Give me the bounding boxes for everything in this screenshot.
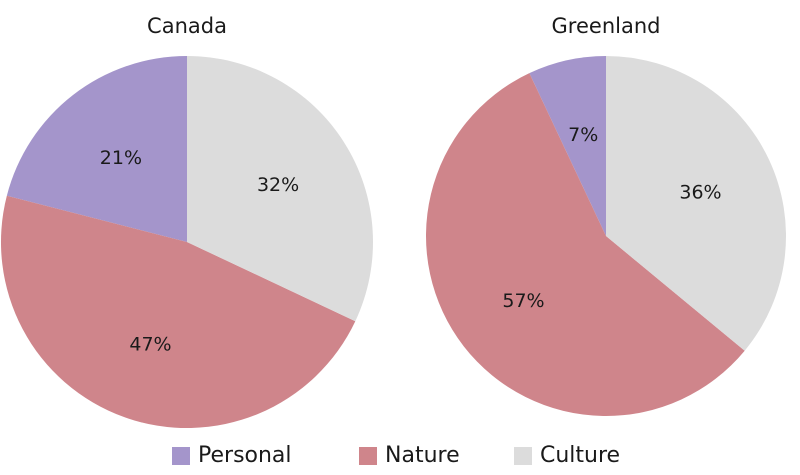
legend-item-personal: Personal (172, 440, 292, 472)
legend-label: Culture (540, 443, 621, 468)
pie-slice-nature (0, 195, 356, 429)
chart-title: Canada (147, 14, 227, 38)
pie-chart-greenland: Greenland 7% 57% 36% (426, 14, 787, 416)
legend-swatch (172, 447, 190, 465)
legend: Personal Nature Culture (0, 440, 800, 472)
slice-label-nature: 57% (502, 290, 544, 312)
chart-title: Greenland (552, 14, 661, 38)
pie-slice-personal (529, 55, 606, 236)
legend-item-nature: Nature (359, 440, 460, 472)
slice-label-culture: 36% (679, 182, 721, 204)
legend-label: Personal (198, 443, 292, 468)
pie-slice-culture (187, 56, 373, 322)
slice-label-personal: 7% (568, 124, 598, 146)
pie-slice-nature (426, 73, 745, 416)
slice-label-personal: 21% (100, 147, 142, 169)
legend-label: Nature (385, 443, 460, 468)
slice-label-culture: 32% (257, 174, 299, 196)
pie-chart-canada: Canada 21% 47% 32% (0, 14, 373, 429)
legend-item-culture: Culture (514, 440, 620, 472)
pie-slice-culture (606, 56, 787, 351)
legend-swatch (514, 447, 532, 465)
slice-label-nature: 47% (129, 334, 171, 356)
pie-slice-personal (6, 56, 188, 242)
legend-swatch (359, 447, 377, 465)
